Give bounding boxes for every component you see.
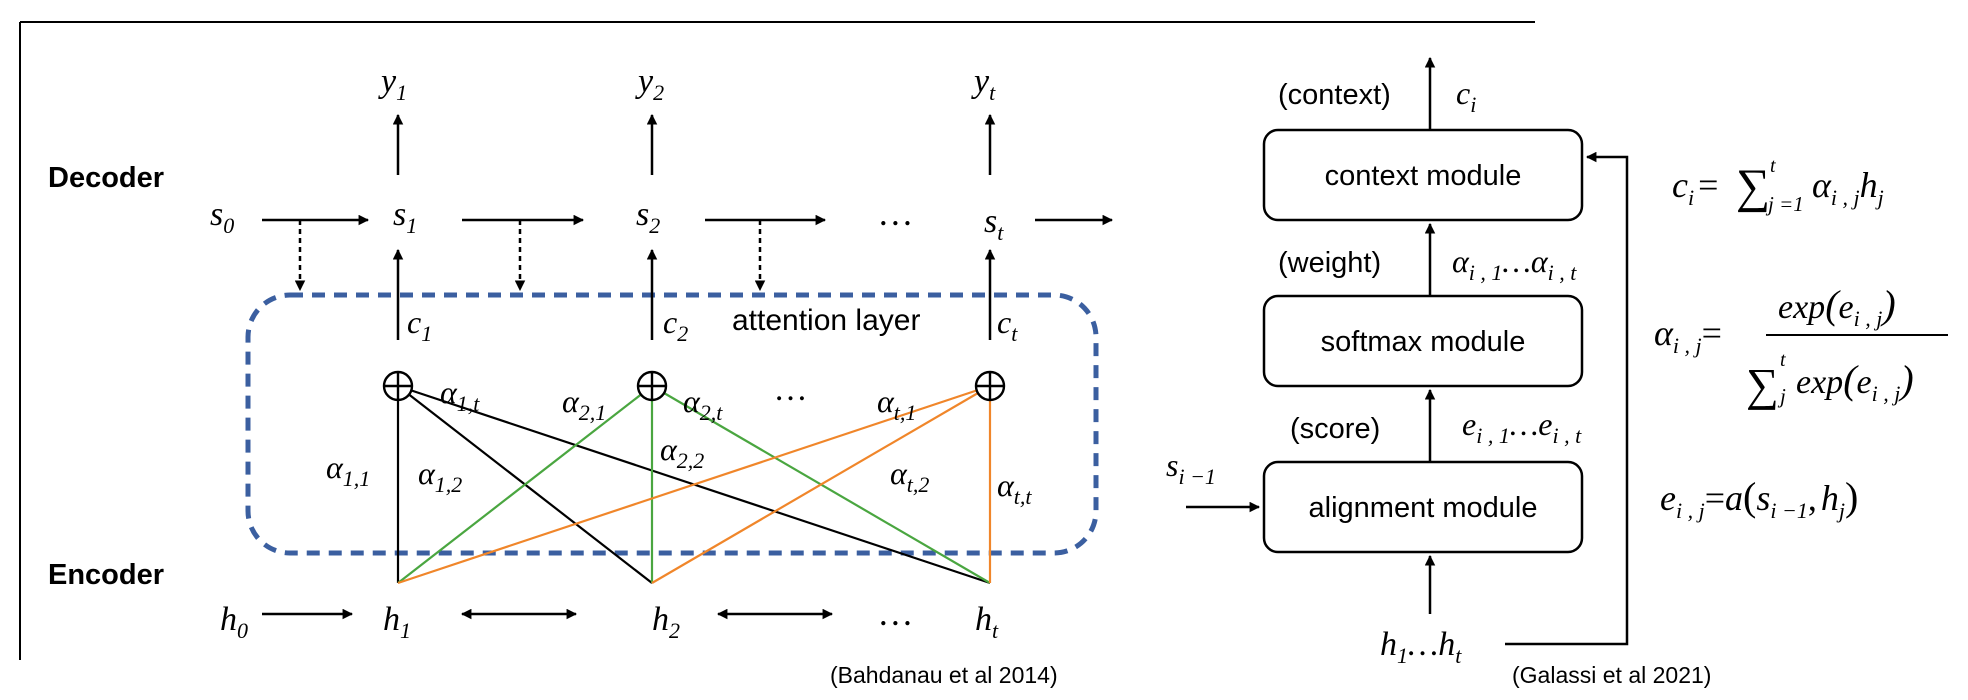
s-prev-label: si −1	[1166, 447, 1216, 489]
h-range-label: h1…ht	[1380, 626, 1462, 668]
context-equation: ci = ∑ t j =1 αi , jhj	[1672, 155, 1884, 216]
context-module-label: context module	[1325, 160, 1522, 192]
attention-ellipsis: …	[776, 371, 806, 408]
e-range-label: ei , 1…ei , t	[1462, 406, 1582, 448]
decoder-ellipsis: …	[880, 193, 912, 233]
decoder-label: Decoder	[48, 162, 164, 194]
galassi-citation: (Galassi et al 2021)	[1512, 662, 1711, 688]
svg-text:αi , jhj: αi , jhj	[1812, 165, 1884, 210]
c1-label: c1	[407, 304, 432, 346]
svg-text:exp(ei , j): exp(ei , j)	[1796, 357, 1914, 406]
bahdanau-citation: (Bahdanau et al 2014)	[830, 662, 1058, 688]
svg-text:t: t	[1780, 349, 1786, 371]
yt-label: yt	[971, 63, 996, 105]
alpha-range-label: αi , 1…αi , t	[1452, 243, 1577, 285]
alpha-t-1-label: αt,1	[877, 383, 916, 425]
alpha-1-2-label: α1,2	[418, 455, 462, 497]
attention-layer-label: attention layer	[732, 304, 920, 337]
svg-text:ei , j=a(si −1,hj): ei , j=a(si −1, hj)	[1660, 474, 1858, 523]
h2-to-ct-line	[651, 385, 991, 584]
c2-label: c2	[663, 304, 688, 346]
attention-layer-box	[245, 292, 1099, 556]
st-label: st	[984, 203, 1004, 245]
svg-text:ci=: ci =	[1672, 165, 1718, 210]
alignment-module-label: alignment module	[1309, 492, 1538, 524]
plus-node-1	[382, 370, 414, 402]
s2-label: s2	[636, 196, 660, 238]
alpha-1-1-label: α1,1	[326, 449, 370, 491]
encoder-ellipsis: …	[880, 593, 912, 633]
alpha-t-t-label: αt,t	[997, 467, 1032, 509]
encoder-label: Encoder	[48, 559, 164, 591]
alpha-t-2-label: αt,2	[890, 455, 929, 497]
score-equation: ei , j=a(si −1, hj)	[1660, 474, 1858, 523]
alpha-2-t-label: α2,t	[683, 383, 723, 425]
s0-label: s0	[210, 196, 234, 238]
weight-tag: (weight)	[1278, 247, 1381, 279]
svg-text:j: j	[1777, 384, 1786, 408]
h-to-context-skip-arrow	[1505, 151, 1629, 646]
svg-text:exp(ei , j): exp(ei , j)	[1778, 282, 1896, 331]
context-tag: (context)	[1278, 79, 1391, 111]
alignment-module-box	[1262, 460, 1584, 554]
plus-node-2	[636, 370, 668, 402]
ci-output-label: ci	[1456, 75, 1476, 117]
s1-label: s1	[393, 196, 417, 238]
sum-symbol: ∑	[1736, 160, 1770, 213]
softmax-module-box	[1262, 294, 1584, 388]
svg-text:∑: ∑	[1746, 359, 1779, 410]
h2-label: h2	[652, 601, 680, 643]
alpha-2-2-label: α2,2	[660, 431, 704, 473]
softmax-module-label: softmax module	[1321, 326, 1526, 358]
y1-label: y1	[378, 63, 407, 105]
ct-label: ct	[997, 304, 1018, 346]
h1-to-ct-line	[397, 384, 991, 585]
ht-label: ht	[975, 601, 999, 643]
score-tag: (score)	[1290, 413, 1380, 445]
attention-connection-lines	[396, 384, 992, 585]
h1-label: h1	[383, 601, 411, 643]
plus-node-t	[974, 370, 1006, 402]
weight-equation: αi , j= exp(ei , j) ∑ t j exp(ei , j)	[1654, 282, 1948, 410]
alpha-1-t-label: α1,t	[440, 374, 480, 416]
svg-text:t: t	[1770, 155, 1776, 177]
svg-text:αi , j=: αi , j=	[1654, 313, 1722, 358]
context-module-box	[1262, 128, 1584, 222]
h1-to-c2-line	[397, 385, 653, 584]
svg-text:j =1: j =1	[1765, 192, 1804, 216]
y2-label: y2	[635, 63, 664, 105]
alpha-2-1-label: α2,1	[562, 383, 606, 425]
h0-label: h0	[220, 601, 248, 643]
